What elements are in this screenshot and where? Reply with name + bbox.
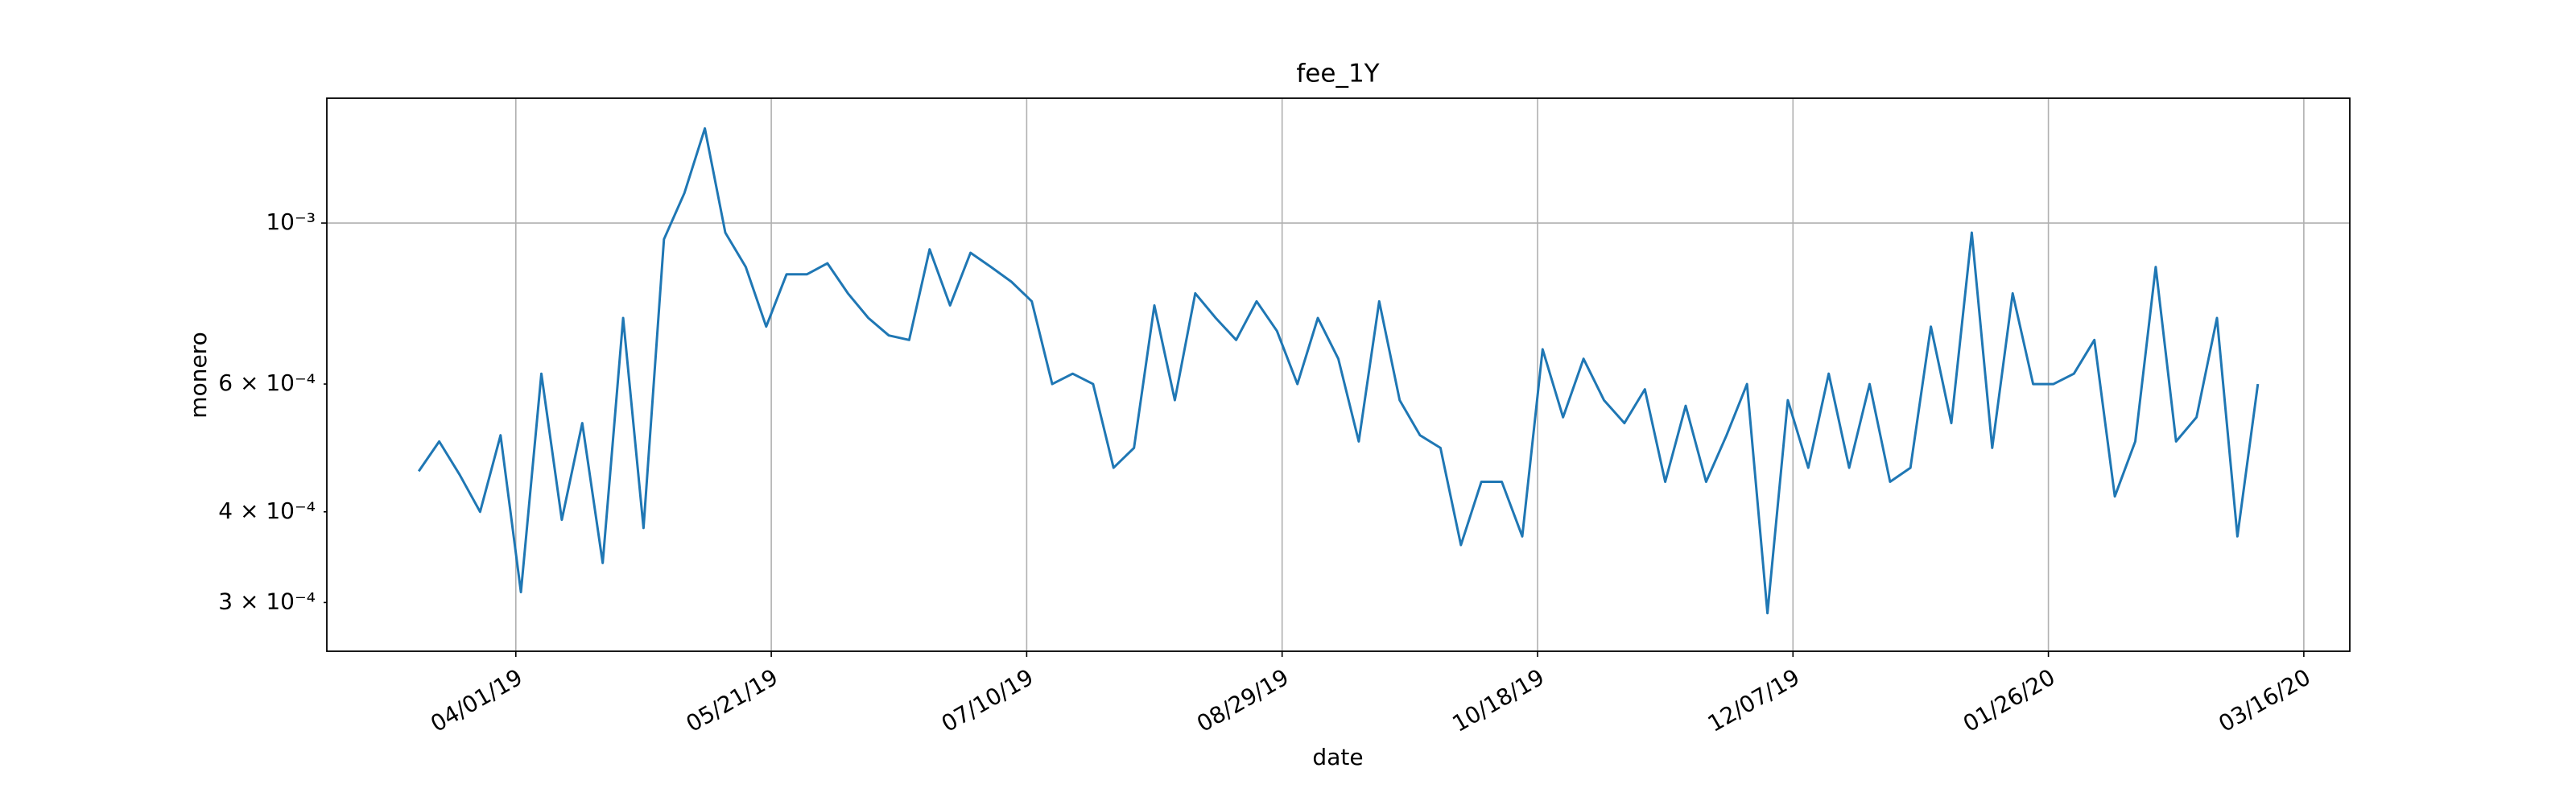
- y-tick-label: 3 × 10⁻⁴: [218, 588, 316, 614]
- y-tick-label: 4 × 10⁻⁴: [218, 497, 316, 524]
- plot-frame: [326, 97, 2351, 652]
- x-axis-label: date: [1312, 744, 1363, 770]
- data-line: [417, 127, 2260, 615]
- x-tick-label: 03/16/20: [2214, 663, 2314, 737]
- x-tick-label: 04/01/19: [426, 663, 526, 737]
- y-axis-label: monero: [185, 332, 212, 418]
- chart-title: fee_1Y: [1296, 60, 1379, 89]
- x-tick-label: 07/10/19: [937, 663, 1038, 737]
- x-tick-label: 10/18/19: [1447, 663, 1548, 737]
- x-tick-label: 05/21/19: [682, 663, 782, 737]
- x-tick-label: 12/07/19: [1703, 663, 1804, 737]
- x-tick-label: 08/29/19: [1192, 663, 1293, 737]
- y-tick-label: 10⁻³: [266, 208, 316, 235]
- y-tick-label: 6 × 10⁻⁴: [218, 369, 316, 396]
- x-tick-label: 01/26/20: [1959, 663, 2059, 737]
